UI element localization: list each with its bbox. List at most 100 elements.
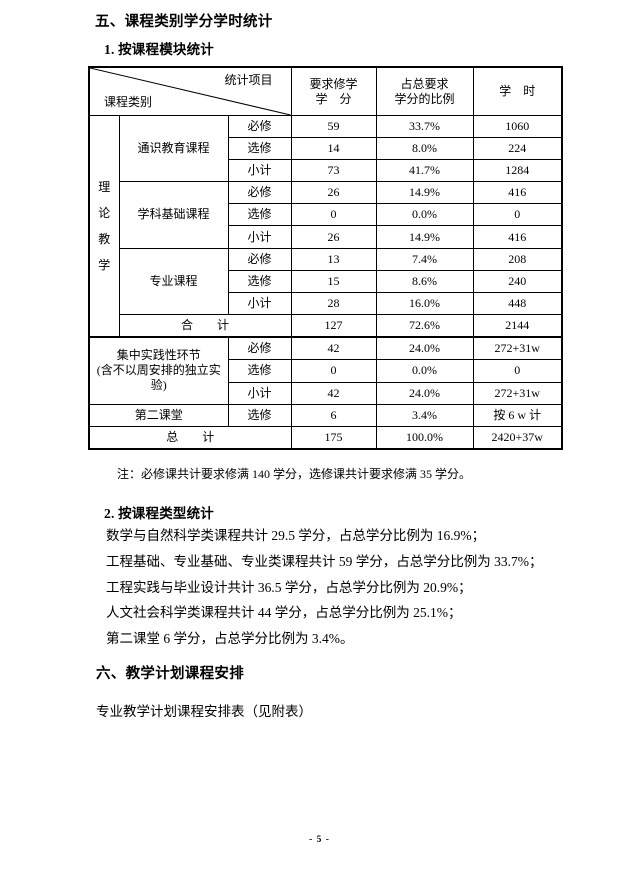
theory-char: 教 (98, 231, 111, 246)
table-cell: 8.0% (375, 137, 474, 161)
table-cell: 按 6 w 计 (472, 403, 563, 427)
table-cell: 416 (472, 181, 563, 205)
table-cell: 224 (472, 137, 563, 161)
header-credits: 要求修学 学 分 (290, 66, 377, 116)
table-cell: 1284 (472, 159, 563, 183)
table-row: 学科基础课程 必修 26 14.9% 416 (89, 181, 563, 249)
table-cell: 13 (290, 247, 377, 271)
table-cell: 42 (290, 336, 377, 361)
theory-total-row: 合 计 127 72.6% 2144 (89, 313, 563, 338)
table-cell: 208 (472, 247, 563, 271)
table-cell: 0 (290, 203, 377, 227)
table-cell: 28 (290, 291, 377, 315)
corner-cell: 统计项目 课程类别 (88, 66, 292, 116)
table-cell: 24.0% (375, 381, 474, 405)
table-cell: 选修 (227, 359, 292, 383)
page-number: - 5 - (309, 835, 330, 845)
table-cell: 0 (472, 359, 563, 383)
table-cell: 选修 (227, 137, 292, 161)
second-class-row: 第二课堂 选修 6 3.4% 按 6 w 计 (88, 403, 563, 427)
practice-name-line2: (含不以周安排的独立实 (96, 363, 221, 378)
table-footnote: 注：必修课共计要求修满 140 学分，选修课共计要求修满 35 学分。 (117, 467, 472, 481)
table-cell: 必修 (227, 336, 292, 361)
table-cell: 2144 (472, 313, 563, 338)
table-cell: 必修 (227, 181, 292, 205)
table-cell: 必修 (227, 247, 292, 271)
table-cell: 6 (290, 403, 377, 427)
type-stats-line: 第二课堂 6 学分，占总学分比例为 3.4%。 (106, 631, 354, 647)
corner-bottom-label: 课程类别 (104, 95, 153, 109)
table-row: 小计 73 41.7% 1284 (89, 159, 563, 183)
table-cell: 100.0% (375, 425, 474, 450)
section-6-body: 专业教学计划课程安排表（见附表） (96, 704, 312, 719)
table-cell: 26 (290, 181, 377, 205)
table-row: 选修 0 0.0% 0 (89, 203, 563, 227)
table-cell: 175 (290, 425, 377, 450)
practice-name-cell: 集中实践性环节 (含不以周安排的独立实 验) (88, 336, 229, 405)
theory-char: 论 (98, 205, 111, 220)
table-cell: 小计 (227, 159, 292, 183)
header-credits-line1: 要求修学 (309, 76, 358, 91)
section-5-heading: 五、课程类别学分学时统计 (95, 14, 273, 30)
table-cell: 7.4% (375, 247, 474, 271)
type-stats-line: 工程基础、专业基础、专业类课程共计 59 学分，占总学分比例为 33.7%； (106, 553, 543, 569)
table-cell: 42 (290, 381, 377, 405)
theory-teaching-label-cell: 理 论 教 学 (88, 115, 120, 338)
theory-total-label: 合 计 (118, 313, 292, 338)
group-name-cell: 学科基础课程 (118, 181, 229, 249)
table-cell: 2420+37w (472, 425, 563, 450)
group-name-cell: 专业课程 (118, 247, 229, 315)
table-cell: 72.6% (375, 313, 474, 338)
table-cell: 127 (290, 313, 377, 338)
table-row: 小计 42 24.0% 272+31w (89, 381, 563, 405)
table-cell: 选修 (227, 203, 292, 227)
table-cell: 0 (290, 359, 377, 383)
table-cell: 14.9% (375, 181, 474, 205)
practice-name-line1: 集中实践性环节 (116, 348, 201, 363)
table-row: 专业课程 必修 13 7.4% 208 (89, 247, 563, 315)
type-stats-line: 人文社会科学类课程共计 44 学分，占总学分比例为 25.1%； (106, 605, 462, 621)
table-cell: 33.7% (375, 114, 474, 139)
practice-name-line3: 验) (150, 378, 167, 393)
header-ratio-line2: 学分的比例 (394, 91, 455, 106)
table-cell: 272+31w (472, 381, 563, 405)
table-row: 理 论 教 学 通识教育课程 必修 59 33.7% 1060 (88, 114, 563, 338)
table-cell: 240 (472, 269, 563, 293)
table-cell: 14 (290, 137, 377, 161)
table-row: 小计 26 14.9% 416 (89, 225, 563, 249)
type-stats-lines: 数学与自然科学类课程共计 29.5 学分，占总学分比例为 16.9%； 工程基础… (106, 523, 543, 652)
theory-char: 学 (98, 257, 111, 272)
grand-total-row: 总 计 175 100.0% 2420+37w (88, 425, 563, 450)
second-class-label: 第二课堂 (88, 403, 229, 427)
table-cell: 448 (472, 291, 563, 315)
table-row: 集中实践性环节 (含不以周安排的独立实 验) 必修 42 24.0% 272+3… (88, 336, 563, 405)
grand-total-label: 总 计 (88, 425, 292, 450)
table-cell: 小计 (227, 381, 292, 405)
table-cell: 41.7% (375, 159, 474, 183)
table-row: 选修 15 8.6% 240 (89, 269, 563, 293)
table-cell: 0.0% (375, 203, 474, 227)
table-cell: 14.9% (375, 225, 474, 249)
module-stats-table: 统计项目 课程类别 要求修学 学 分 占总要求 学分的比例 学 时 理 论 (88, 66, 563, 450)
table-cell: 59 (290, 114, 377, 139)
table-header-row: 统计项目 课程类别 要求修学 学 分 占总要求 学分的比例 学 时 (88, 66, 563, 116)
table-cell: 8.6% (375, 269, 474, 293)
type-stats-line: 数学与自然科学类课程共计 29.5 学分，占总学分比例为 16.9%； (106, 528, 486, 543)
table-cell: 1060 (472, 114, 563, 139)
table-cell: 必修 (227, 114, 292, 139)
table-cell: 3.4% (375, 403, 474, 427)
theory-char: 理 (98, 179, 111, 194)
section-6-heading: 六、教学计划课程安排 (96, 666, 244, 682)
table-cell: 15 (290, 269, 377, 293)
table-cell: 选修 (227, 403, 292, 427)
table-cell: 24.0% (375, 336, 474, 361)
table-cell: 272+31w (472, 336, 563, 361)
diagonal-divider-line (90, 68, 291, 115)
table-cell: 0 (472, 203, 563, 227)
table-cell: 16.0% (375, 291, 474, 315)
header-ratio-line1: 占总要求 (400, 76, 449, 91)
table-cell: 73 (290, 159, 377, 183)
header-ratio: 占总要求 学分的比例 (375, 66, 474, 116)
table-cell: 小计 (227, 225, 292, 249)
